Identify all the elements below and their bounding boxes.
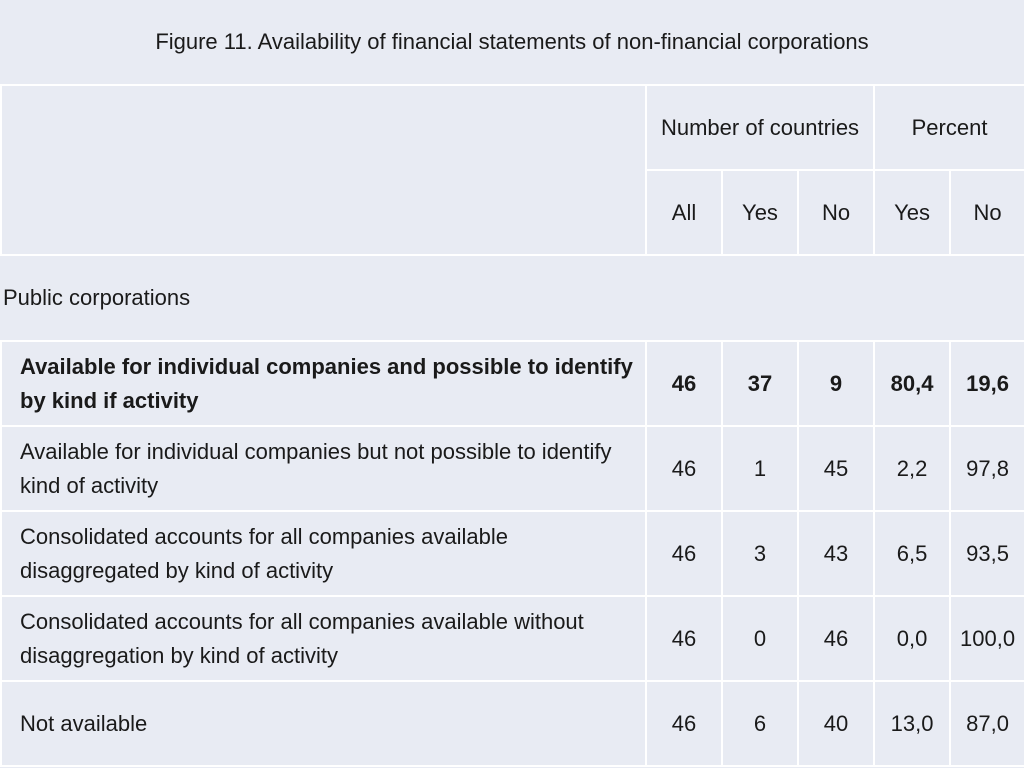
availability-table: Number of countries Percent All Yes No Y… xyxy=(0,84,1024,767)
table-row: Consolidated accounts for all companies … xyxy=(0,510,1024,597)
row-label: Consolidated accounts for all companies … xyxy=(0,510,647,597)
value-all: 46 xyxy=(645,595,723,682)
value-yes-count: 0 xyxy=(721,595,799,682)
value-all: 46 xyxy=(645,340,723,427)
value-all: 46 xyxy=(645,680,723,767)
header-yes-count: Yes xyxy=(721,169,799,256)
row-label: Consolidated accounts for all companies … xyxy=(0,595,647,682)
value-no-count: 9 xyxy=(796,340,876,427)
header-number-of-countries: Number of countries xyxy=(644,84,876,171)
header-row-groups: Number of countries Percent xyxy=(0,84,1024,256)
value-all: 46 xyxy=(645,510,723,597)
value-no-percent: 87,0 xyxy=(949,680,1024,767)
table-row: Not available 46 6 40 13,0 87,0 xyxy=(0,680,1024,767)
value-yes-count: 37 xyxy=(721,340,799,427)
value-all: 46 xyxy=(645,425,723,512)
value-yes-count: 1 xyxy=(721,425,799,512)
value-no-percent: 100,0 xyxy=(949,595,1024,682)
value-yes-percent: 2,2 xyxy=(873,425,952,512)
header-row-columns: All Yes No Yes No xyxy=(1,169,1024,256)
header-yes-percent: Yes xyxy=(873,169,952,256)
value-no-count: 43 xyxy=(796,510,876,597)
section-label: Public corporations xyxy=(1,254,1024,342)
row-label: Not available xyxy=(0,680,647,767)
table-row: Available for individual companies but n… xyxy=(0,425,1024,512)
value-yes-percent: 6,5 xyxy=(873,510,952,597)
value-yes-count: 6 xyxy=(721,680,799,767)
value-no-count: 45 xyxy=(796,425,876,512)
value-no-count: 40 xyxy=(796,680,876,767)
value-yes-percent: 0,0 xyxy=(873,595,952,682)
header-no-percent: No xyxy=(949,169,1024,256)
value-no-percent: 19,6 xyxy=(949,340,1024,427)
value-yes-percent: 80,4 xyxy=(873,340,952,427)
section-row: Public corporations xyxy=(1,254,1024,342)
value-yes-percent: 13,0 xyxy=(873,680,952,767)
value-no-percent: 93,5 xyxy=(949,510,1024,597)
row-label: Available for individual companies and p… xyxy=(0,340,647,427)
header-no-count: No xyxy=(796,169,876,256)
figure-title: Figure 11. Availability of financial sta… xyxy=(0,0,1024,86)
row-label: Available for individual companies but n… xyxy=(0,425,647,512)
value-no-count: 46 xyxy=(796,595,876,682)
header-corner-cell xyxy=(0,84,647,256)
table-row: Available for individual companies and p… xyxy=(0,340,1024,427)
header-percent: Percent xyxy=(873,84,1024,171)
value-yes-count: 3 xyxy=(721,510,799,597)
header-all: All xyxy=(645,169,723,256)
table-row: Consolidated accounts for all companies … xyxy=(0,595,1024,682)
value-no-percent: 97,8 xyxy=(949,425,1024,512)
